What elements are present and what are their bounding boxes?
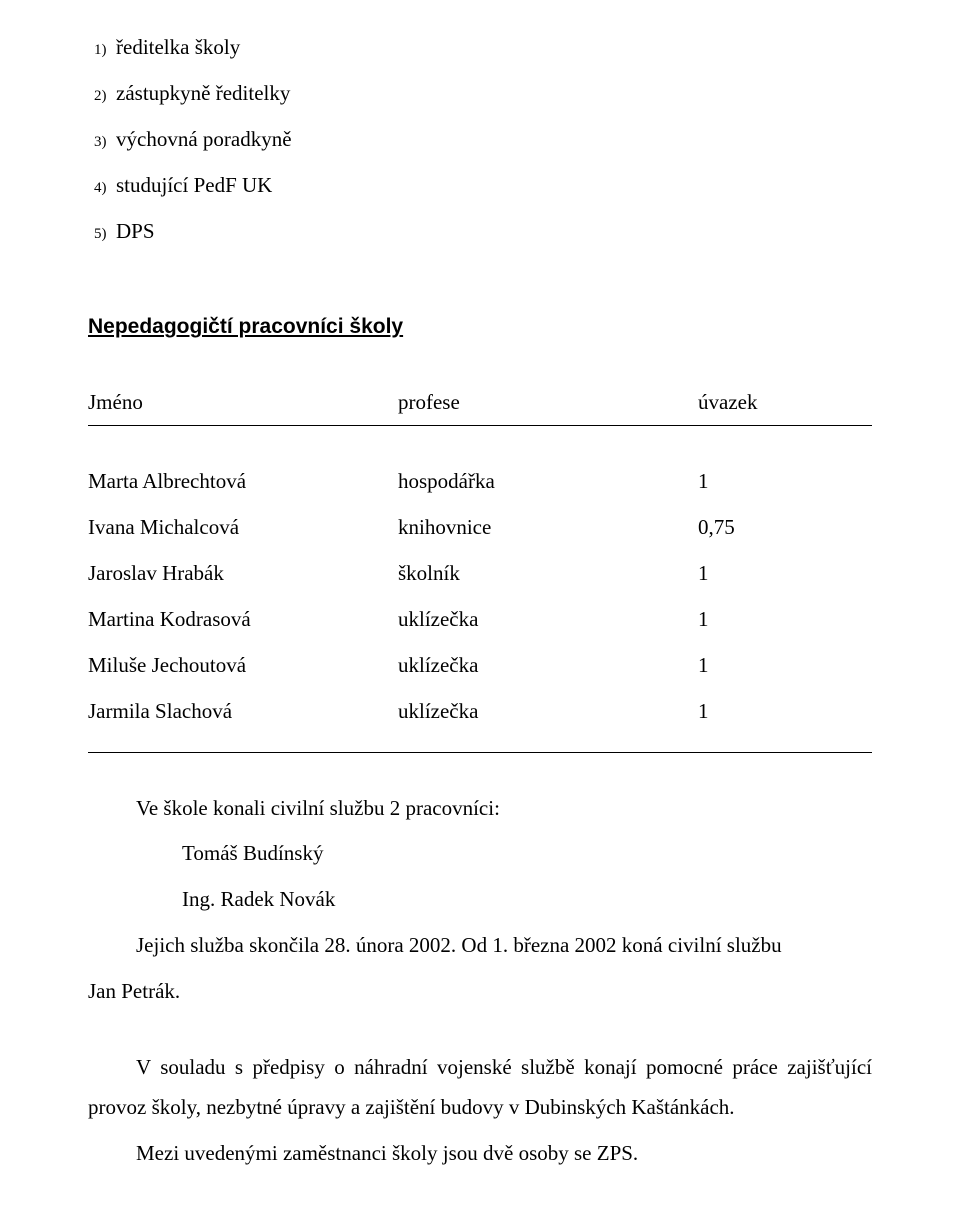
footnote-marker: 5) [88, 220, 116, 249]
cell-profession: knihovnice [398, 508, 698, 548]
cell-profession: školník [398, 554, 698, 594]
body-paragraph: V souladu s předpisy o náhradní vojenské… [88, 1048, 872, 1128]
cell-name: Miluše Jechoutová [88, 646, 398, 686]
civil-intro: Ve škole konali civilní službu 2 pracovn… [88, 789, 872, 829]
cell-workload: 1 [698, 692, 872, 732]
footnote-item: 5) DPS [88, 212, 872, 252]
civil-worker: Tomáš Budínský [88, 834, 872, 874]
footnote-text: výchovná poradkyně [116, 120, 292, 160]
body-paragraph: Mezi uvedenými zaměstnanci školy jsou dv… [88, 1134, 872, 1174]
footnote-marker: 4) [88, 174, 116, 203]
footnote-marker: 2) [88, 82, 116, 111]
table-row: Ivana Michalcová knihovnice 0,75 [88, 508, 872, 548]
cell-workload: 1 [698, 554, 872, 594]
civil-line: Jejich služba skončila 28. února 2002. O… [88, 926, 872, 966]
table-row: Jaroslav Hrabák školník 1 [88, 554, 872, 594]
table-header-row: Jméno profese úvazek [88, 383, 872, 426]
col-header-name: Jméno [88, 383, 398, 423]
cell-workload: 0,75 [698, 508, 872, 548]
cell-profession: uklízečka [398, 692, 698, 732]
cell-workload: 1 [698, 600, 872, 640]
section-heading: Nepedagogičtí pracovníci školy [88, 307, 872, 347]
cell-profession: hospodářka [398, 462, 698, 502]
footnote-marker: 3) [88, 128, 116, 157]
footnote-marker: 1) [88, 36, 116, 65]
cell-profession: uklízečka [398, 600, 698, 640]
footnote-item: 3) výchovná poradkyně [88, 120, 872, 160]
footnote-item: 2) zástupkyně ředitelky [88, 74, 872, 114]
cell-name: Jaroslav Hrabák [88, 554, 398, 594]
footnote-item: 1) ředitelka školy [88, 28, 872, 68]
cell-name: Marta Albrechtová [88, 462, 398, 502]
cell-name: Ivana Michalcová [88, 508, 398, 548]
footnote-text: DPS [116, 212, 155, 252]
footnote-item: 4) studující PedF UK [88, 166, 872, 206]
table-row: Marta Albrechtová hospodářka 1 [88, 462, 872, 502]
cell-profession: uklízečka [398, 646, 698, 686]
civil-worker: Ing. Radek Novák [88, 880, 872, 920]
cell-workload: 1 [698, 462, 872, 502]
table-row: Martina Kodrasová uklízečka 1 [88, 600, 872, 640]
cell-name: Martina Kodrasová [88, 600, 398, 640]
table-row: Jarmila Slachová uklízečka 1 [88, 692, 872, 732]
footnote-text: studující PedF UK [116, 166, 272, 206]
footnote-text: ředitelka školy [116, 28, 240, 68]
col-header-profession: profese [398, 383, 698, 423]
cell-workload: 1 [698, 646, 872, 686]
table-row: Miluše Jechoutová uklízečka 1 [88, 646, 872, 686]
footnote-text: zástupkyně ředitelky [116, 74, 290, 114]
table-bottom-rule [88, 752, 872, 753]
civil-line: Jan Petrák. [88, 972, 872, 1012]
col-header-workload: úvazek [698, 383, 872, 423]
cell-name: Jarmila Slachová [88, 692, 398, 732]
